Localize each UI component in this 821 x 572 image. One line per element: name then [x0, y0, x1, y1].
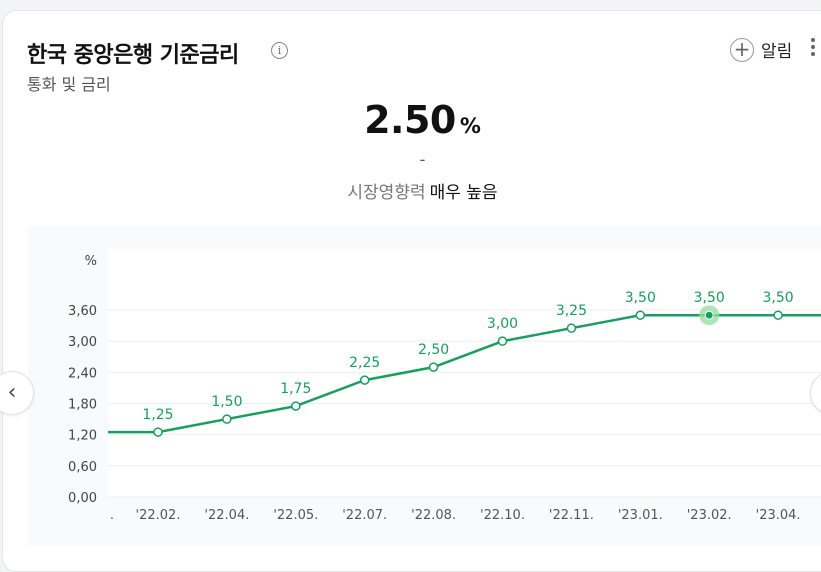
y-tick-label: 3,00 — [68, 335, 97, 350]
data-label: 3,25 — [556, 303, 587, 319]
y-tick-label: 0,60 — [68, 460, 97, 475]
x-tick-label: '23.02. — [687, 508, 732, 523]
x-tick-label: '22.04. — [204, 508, 249, 523]
data-label: 1,50 — [211, 394, 242, 410]
data-label: 3,50 — [694, 290, 725, 306]
y-axis-unit: % — [85, 254, 97, 269]
plus-icon: + — [730, 37, 754, 62]
x-tick-label: '23.04. — [756, 508, 801, 523]
y-tick-label: 2,40 — [68, 366, 97, 381]
data-label: 2,50 — [418, 342, 449, 358]
data-label: 1,75 — [280, 381, 311, 397]
x-tick-label: '23.01. — [618, 508, 663, 523]
data-point — [222, 414, 232, 424]
rate-value: 2.50 — [364, 98, 456, 142]
data-point — [359, 375, 370, 385]
x-tick-label: '22.10. — [480, 508, 525, 523]
plot-background — [108, 249, 821, 497]
x-tick-label: . — [110, 508, 114, 523]
more-vertical-icon[interactable] — [811, 38, 815, 56]
data-label: 1,25 — [142, 407, 173, 423]
data-point — [497, 336, 508, 346]
alert-label: 알림 — [761, 42, 793, 62]
data-point-selected — [704, 310, 714, 320]
info-icon[interactable]: i — [271, 42, 288, 59]
data-point — [566, 323, 577, 333]
data-label: 3,00 — [487, 316, 518, 332]
page-title: 한국 중앙은행 기준금리 — [27, 43, 239, 68]
rate-change: - — [419, 150, 426, 169]
data-point — [428, 362, 439, 372]
x-tick-label: '22.11. — [549, 508, 594, 523]
y-tick-label: 1,20 — [68, 429, 97, 444]
x-tick-label: '22.05. — [273, 508, 318, 523]
y-tick-label: 1,80 — [68, 398, 97, 413]
alert-button[interactable]: + 알림 — [730, 37, 792, 62]
y-tick-label: 0,00 — [68, 491, 97, 506]
data-point — [153, 427, 163, 437]
rate-line — [108, 313, 821, 434]
x-tick-label: '22.08. — [411, 508, 456, 523]
data-label: 3,50 — [625, 290, 656, 306]
y-tick-label: 3,60 — [68, 304, 97, 319]
current-rate: 2.50% — [0, 98, 821, 142]
data-label: 2,25 — [349, 355, 380, 371]
impact-label: 시장영향력 — [347, 183, 426, 203]
data-point — [635, 310, 646, 320]
category-subtitle: 통화 및 금리 — [27, 75, 111, 94]
x-tick-label: '22.07. — [342, 508, 387, 523]
data-point — [773, 310, 783, 320]
data-label: 3,50 — [763, 290, 794, 306]
impact-value: 매우 높음 — [429, 183, 498, 203]
rate-unit: % — [459, 114, 481, 138]
rate-line-chart: % 3,60 3,00 2,40 1,80 1,20 0,60 0,00 . '22.02. '2… — [68, 249, 821, 523]
market-impact: 시장영향력 매우 높음 — [0, 178, 821, 203]
x-tick-label: '22.02. — [136, 508, 181, 523]
data-point — [291, 401, 301, 411]
